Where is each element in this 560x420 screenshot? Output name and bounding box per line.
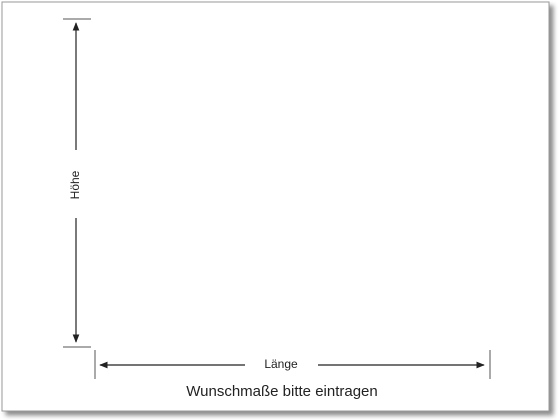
length-label: Länge (264, 357, 298, 371)
frame (1, 1, 550, 412)
height-label: Höhe (68, 170, 82, 199)
caption: Wunschmaße bitte eintragen (186, 383, 378, 400)
